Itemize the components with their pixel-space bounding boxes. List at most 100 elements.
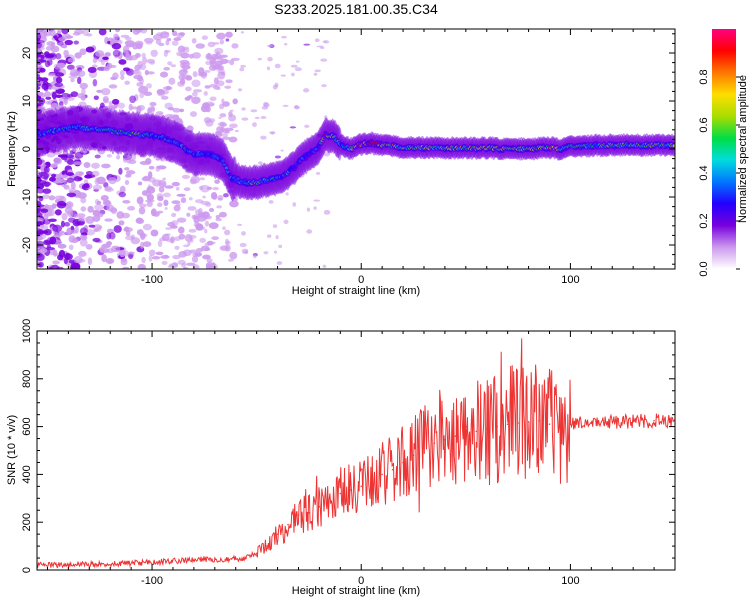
noise-blob: [52, 260, 60, 265]
noise-blob: [141, 56, 147, 65]
noise-blob: [96, 176, 106, 185]
noise-blob: [63, 49, 69, 57]
noise-blob: [180, 197, 187, 204]
snr-panel: -100 0 100 0 200 400 600 800 1000 Height of str…: [6, 319, 676, 597]
snr-plot-area: [37, 338, 675, 569]
snr-point: [632, 421, 634, 423]
noise-blob: [118, 220, 125, 226]
noise-blob: [80, 197, 87, 204]
y-tick-label: 20: [21, 47, 33, 59]
noise-blob: [231, 57, 240, 61]
snr-point: [454, 435, 457, 437]
noise-blob: [306, 207, 311, 212]
noise-blob: [254, 116, 260, 120]
spectrogram-x-axis-label: Height of straight line (km): [292, 285, 420, 297]
noise-blob: [56, 62, 66, 69]
noise-blob: [212, 133, 223, 138]
noise-blob: [83, 161, 91, 169]
noise-blob: [139, 29, 148, 34]
noise-blob: [229, 251, 238, 260]
snr-point: [465, 425, 467, 428]
noise-blob: [195, 199, 204, 204]
snr-point: [119, 562, 122, 565]
noise-blob: [266, 234, 272, 238]
noise-blob: [95, 50, 105, 57]
noise-blob: [77, 135, 85, 143]
noise-blob: [204, 85, 211, 89]
noise-blob: [229, 123, 238, 129]
noise-blob: [142, 223, 152, 231]
noise-blob: [110, 119, 118, 127]
noise-blob: [96, 200, 102, 205]
noise-blob: [78, 101, 87, 108]
noise-blob: [56, 266, 64, 269]
noise-blob: [61, 212, 68, 221]
noise-blob: [44, 54, 55, 59]
noise-blob: [199, 177, 206, 181]
y-tick-label: 1000: [21, 319, 33, 343]
noise-blob: [195, 43, 206, 49]
noise-blob: [98, 29, 107, 36]
noise-blob: [224, 85, 232, 89]
noise-blob: [120, 258, 128, 266]
noise-blob: [231, 196, 238, 202]
noise-blob: [62, 134, 69, 139]
noise-blob: [192, 52, 201, 59]
noise-blob: [206, 258, 213, 263]
noise-blob: [48, 108, 53, 116]
noise-blob: [193, 156, 198, 162]
noise-blob: [134, 40, 144, 47]
snr-point: [255, 552, 258, 555]
noise-blob: [203, 91, 208, 96]
noise-blob: [186, 95, 192, 100]
noise-blob: [216, 32, 226, 40]
noise-blob: [139, 63, 147, 71]
noise-blob: [313, 72, 318, 76]
noise-blob: [205, 263, 212, 269]
noise-blob: [49, 29, 56, 37]
noise-blob: [40, 30, 47, 39]
noise-blob: [148, 171, 153, 179]
noise-blob: [174, 245, 180, 250]
noise-blob: [85, 171, 93, 176]
noise-blob: [45, 161, 51, 166]
noise-blob: [185, 262, 196, 266]
noise-blob: [74, 52, 82, 59]
noise-blob: [77, 76, 82, 85]
noise-blob: [79, 227, 88, 235]
noise-blob: [105, 258, 115, 265]
noise-blob: [124, 179, 130, 185]
noise-blob: [181, 159, 186, 163]
noise-blob: [100, 87, 111, 96]
noise-blob: [37, 95, 42, 101]
colorbar-tick-label: 0.2: [698, 213, 710, 228]
noise-blob: [37, 83, 42, 87]
noise-blob: [125, 173, 132, 178]
noise-blob: [94, 154, 101, 159]
ridge-core: [221, 159, 226, 163]
noise-blob: [76, 213, 86, 218]
noise-blob: [85, 216, 95, 224]
noise-blob: [198, 185, 204, 190]
noise-blob: [120, 75, 125, 80]
noise-blob: [157, 113, 164, 121]
noise-blob: [179, 108, 185, 113]
noise-blob: [129, 95, 137, 104]
noise-blob: [37, 209, 41, 214]
snr-frame: [36, 330, 676, 571]
noise-blob: [283, 219, 289, 225]
snr-point: [569, 423, 572, 426]
noise-blob: [67, 210, 74, 218]
noise-blob: [79, 48, 87, 56]
snr-point: [360, 485, 363, 488]
noise-blob: [177, 45, 186, 53]
colorbar-label: Normalized spectral amplitude: [737, 75, 749, 223]
noise-blob: [323, 209, 331, 215]
noise-blob: [71, 262, 81, 269]
snr-point: [339, 492, 342, 495]
noise-blob: [209, 61, 215, 67]
noise-blob: [124, 36, 132, 41]
noise-blob: [63, 184, 70, 190]
noise-blob: [240, 31, 245, 34]
